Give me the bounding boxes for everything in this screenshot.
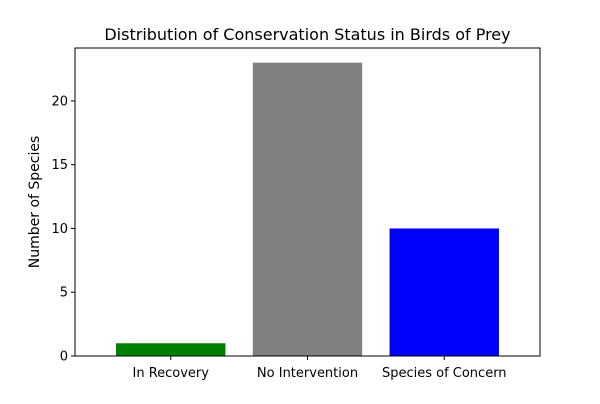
y-axis-label: Number of Species bbox=[27, 136, 43, 269]
bar-in-recovery bbox=[116, 343, 226, 356]
y-tick-label: 15 bbox=[51, 158, 68, 173]
y-tick-label: 5 bbox=[60, 286, 68, 301]
bar-no-intervention bbox=[252, 62, 363, 357]
x-tick-label: In Recovery bbox=[132, 366, 209, 381]
x-tick-label: Species of Concern bbox=[382, 366, 507, 381]
y-tick-label: 0 bbox=[60, 350, 68, 365]
x-tick-label: No Intervention bbox=[257, 366, 358, 381]
y-tick-label: 20 bbox=[51, 94, 68, 109]
chart-title: Distribution of Conservation Status in B… bbox=[104, 25, 510, 44]
bar-species-of-concern bbox=[389, 228, 499, 356]
y-tick-label: 10 bbox=[51, 222, 68, 237]
plot-area: 0 5 10 15 20 In Recovery No Intervention Specie… bbox=[51, 47, 541, 381]
